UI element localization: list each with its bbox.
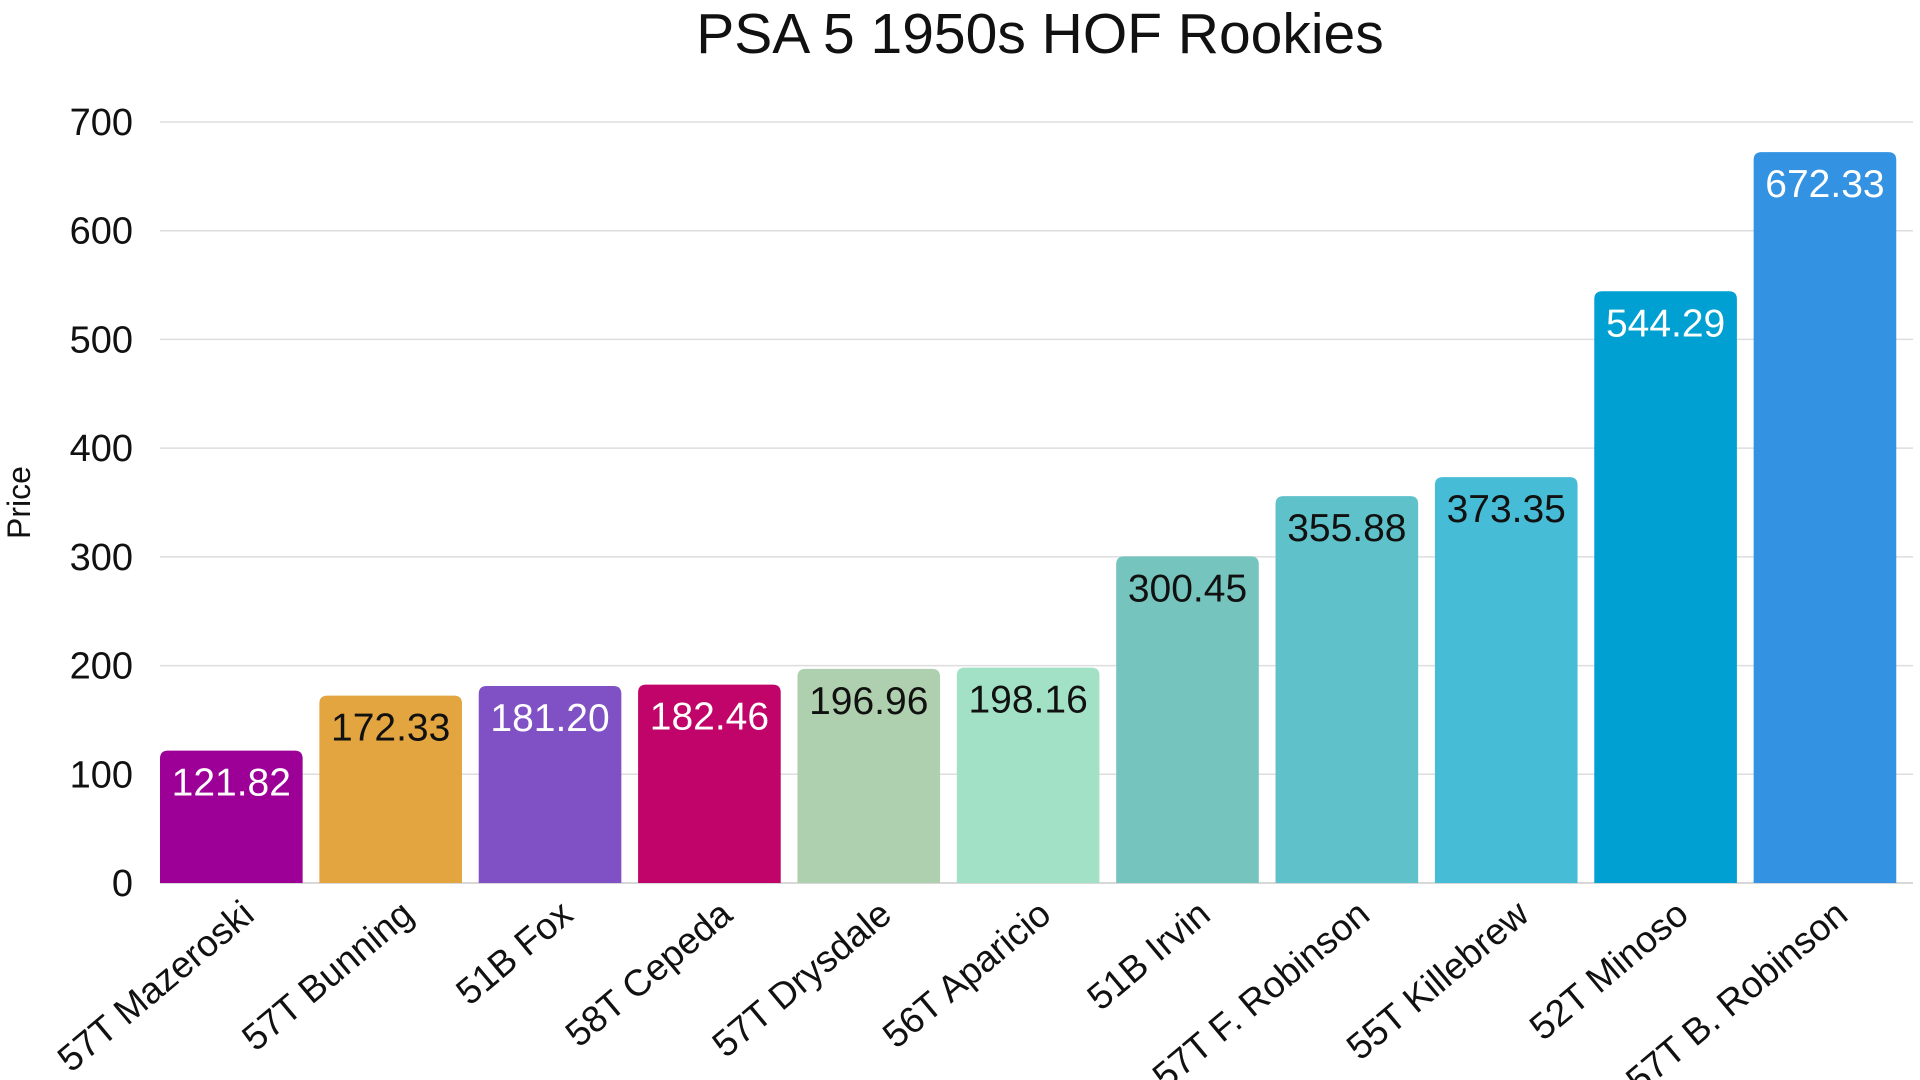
data-label: 181.20 [490,697,609,740]
data-label: 172.33 [331,707,450,750]
y-tick-label: 200 [70,646,133,688]
bar [1116,556,1259,883]
x-tick-label: 56T Aparicio [875,893,1058,1056]
data-label: 355.88 [1287,507,1406,550]
bar [956,667,1100,883]
y-tick-label: 500 [70,319,133,361]
bar [1275,496,1419,883]
chart-title: PSA 5 1950s HOF Rookies [696,2,1384,66]
y-axis-title: Price [1,466,37,539]
bar [1594,291,1737,883]
y-tick-label: 400 [70,428,133,470]
bar [1753,152,1897,883]
bar [160,750,303,883]
x-tick-label: 51B Fox [448,892,580,1012]
y-tick-label: 0 [112,863,133,905]
x-tick-label: 57T Mazeroski [50,893,262,1080]
y-tick-label: 700 [70,102,133,144]
data-label: 182.46 [650,696,769,739]
data-label: 373.35 [1447,488,1566,531]
bar [638,684,781,883]
data-label: 544.29 [1606,302,1725,345]
data-label: 121.82 [172,762,291,805]
y-tick-label: 300 [70,537,133,579]
y-tick-label: 100 [70,754,133,796]
data-label: 300.45 [1128,567,1247,610]
bar [797,668,941,883]
bar [319,695,462,883]
data-label: 196.96 [809,680,928,723]
x-tick-label: 51B Irvin [1079,893,1217,1018]
data-label: 672.33 [1765,163,1884,206]
x-tick-label: 57T Bunning [234,893,421,1059]
data-label: 198.16 [968,679,1087,722]
bar [1434,477,1578,883]
y-tick-label: 600 [70,211,133,253]
bar [478,686,622,883]
x-tick-label: 52T Minoso [1522,893,1696,1048]
